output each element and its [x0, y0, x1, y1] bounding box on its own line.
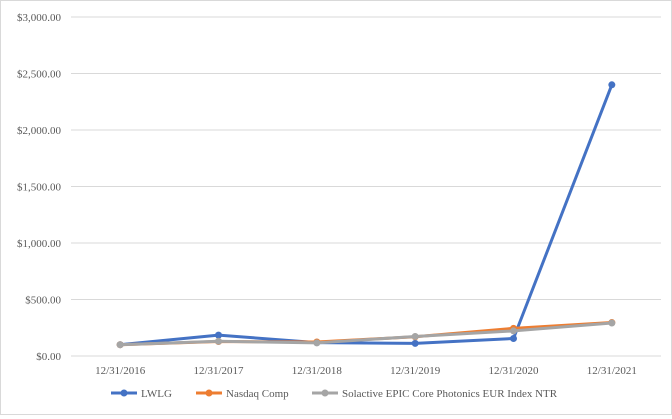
x-tick-label: 12/31/2021 — [587, 365, 637, 377]
x-tick-label: 12/31/2019 — [390, 365, 441, 377]
gridlines — [71, 16, 661, 357]
legend-item: Solactive EPIC Core Photonics EUR Index … — [312, 388, 558, 400]
data-point — [116, 341, 124, 349]
y-tick-label: $1,500.00 — [17, 182, 62, 194]
series-lwlg — [116, 81, 616, 349]
x-tick-label: 12/31/2016 — [95, 365, 146, 377]
legend-swatch-marker — [321, 389, 329, 397]
data-point — [510, 334, 517, 342]
series-line — [118, 83, 614, 347]
series-line — [118, 321, 614, 347]
y-tick-label: $2,500.00 — [17, 69, 62, 81]
data-point — [510, 327, 517, 335]
x-axis-tick-labels: 12/31/2016 12/31/2017 12/31/2018 12/31/2019… — [95, 365, 637, 377]
x-tick-label: 12/31/2017 — [193, 365, 244, 377]
data-point — [215, 337, 222, 345]
series-solactive-epic-core-photonics-eur-index-ntr — [116, 319, 616, 349]
data-point — [608, 81, 616, 89]
y-tick-label: $3,000.00 — [17, 12, 62, 24]
legend-label: Solactive EPIC Core Photonics EUR Index … — [342, 388, 558, 400]
y-tick-label: $500.00 — [25, 295, 61, 307]
data-point — [411, 339, 419, 347]
legend-label: LWLG — [141, 388, 172, 400]
legend-swatch-marker — [205, 389, 213, 397]
series-lines — [116, 81, 616, 349]
y-tick-label: $2,000.00 — [17, 125, 62, 137]
data-point — [313, 339, 321, 347]
legend-item: LWLG — [111, 388, 172, 400]
y-axis-tick-labels: $0.00 $500.00 $1,000.00 $1,500.00 $2,000.00 $… — [17, 12, 62, 363]
legend-swatch-marker — [120, 389, 128, 397]
y-tick-label: $0.00 — [36, 351, 61, 363]
data-point — [411, 332, 419, 340]
x-tick-label: 12/31/2020 — [488, 365, 539, 377]
data-point — [608, 319, 616, 327]
legend-label: Nasdaq Comp — [226, 388, 289, 400]
legend-item: Nasdaq Comp — [196, 388, 289, 400]
y-tick-label: $1,000.00 — [17, 238, 62, 250]
x-tick-label: 12/31/2018 — [292, 365, 343, 377]
legend: LWLG Nasdaq Comp Solactive EPIC Core Photo… — [111, 388, 558, 400]
data-point — [215, 331, 222, 339]
